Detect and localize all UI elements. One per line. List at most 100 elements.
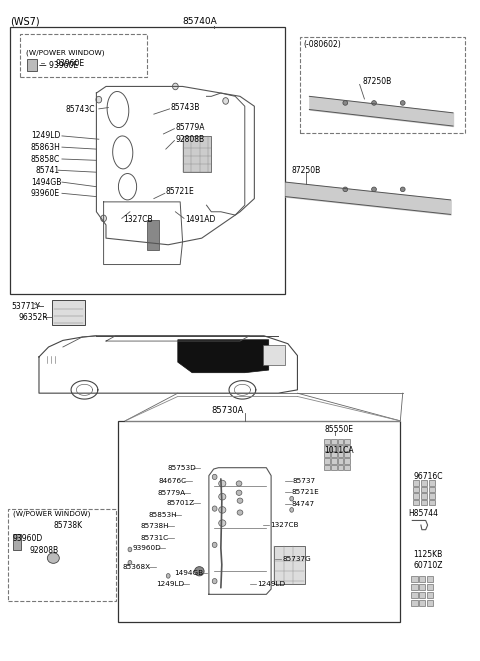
Text: 85738K: 85738K <box>53 521 83 529</box>
Bar <box>27 59 36 71</box>
Bar <box>429 500 435 505</box>
Text: 96352R: 96352R <box>19 313 48 322</box>
Ellipse shape <box>400 187 405 192</box>
Ellipse shape <box>212 475 217 480</box>
Text: 93960D: 93960D <box>132 545 161 551</box>
Text: 1491AD: 1491AD <box>185 215 216 224</box>
Bar <box>331 446 336 451</box>
Bar <box>331 452 336 457</box>
Ellipse shape <box>237 510 243 515</box>
Text: (-080602): (-080602) <box>304 40 341 50</box>
Ellipse shape <box>219 520 226 526</box>
Ellipse shape <box>219 506 226 513</box>
Ellipse shape <box>372 187 376 192</box>
Bar <box>331 465 336 471</box>
Text: 85779A: 85779A <box>175 123 205 132</box>
Text: 93960D: 93960D <box>12 534 43 543</box>
Ellipse shape <box>212 542 217 547</box>
Text: 85779A: 85779A <box>157 490 185 496</box>
Text: 85753D: 85753D <box>167 465 196 471</box>
Bar <box>421 487 427 492</box>
Text: 87250B: 87250B <box>292 166 321 175</box>
Ellipse shape <box>223 98 228 104</box>
Bar <box>337 446 343 451</box>
Ellipse shape <box>96 97 102 103</box>
Bar <box>413 481 420 486</box>
Text: 85741: 85741 <box>35 166 59 175</box>
Bar <box>421 481 427 486</box>
Text: 60710Z: 60710Z <box>413 561 443 570</box>
Text: 85721E: 85721E <box>292 489 320 495</box>
Bar <box>411 584 418 590</box>
Text: 85738H: 85738H <box>141 524 169 529</box>
Ellipse shape <box>343 187 348 192</box>
Text: 85743C: 85743C <box>65 105 95 114</box>
Text: 85737: 85737 <box>293 478 316 484</box>
Ellipse shape <box>237 498 243 503</box>
Bar <box>20 34 147 77</box>
Text: (W/POWER WINDOW): (W/POWER WINDOW) <box>25 50 104 56</box>
Text: (WS7): (WS7) <box>10 17 40 27</box>
Bar <box>421 500 427 505</box>
Ellipse shape <box>343 100 348 105</box>
Bar <box>52 300 85 325</box>
Text: 96716C: 96716C <box>413 473 443 481</box>
Bar <box>427 600 433 606</box>
Bar <box>427 592 433 598</box>
Ellipse shape <box>101 215 107 221</box>
Ellipse shape <box>400 100 405 105</box>
Bar <box>429 481 435 486</box>
Bar <box>118 421 400 622</box>
Text: (W/POWER WINDOW): (W/POWER WINDOW) <box>12 510 90 517</box>
Bar <box>324 439 330 444</box>
Polygon shape <box>178 340 269 373</box>
Text: 1494GB: 1494GB <box>31 178 61 186</box>
Bar <box>331 459 336 464</box>
Bar <box>419 576 425 582</box>
Bar <box>8 508 116 601</box>
Ellipse shape <box>172 83 178 90</box>
Text: 87250B: 87250B <box>362 77 391 87</box>
Bar <box>344 452 350 457</box>
Bar <box>337 452 343 457</box>
Bar <box>427 584 433 590</box>
Text: 84676C: 84676C <box>158 478 187 484</box>
Bar <box>413 493 420 498</box>
Ellipse shape <box>219 493 226 500</box>
Bar <box>429 487 435 492</box>
Ellipse shape <box>212 506 217 511</box>
Ellipse shape <box>48 553 60 563</box>
Bar <box>344 446 350 451</box>
Bar <box>344 465 350 471</box>
Ellipse shape <box>290 508 294 512</box>
Ellipse shape <box>236 481 242 486</box>
Text: 85863H: 85863H <box>31 143 61 151</box>
Text: 85853H: 85853H <box>148 512 177 518</box>
Text: 53771Y: 53771Y <box>11 301 40 311</box>
Text: 1327CB: 1327CB <box>123 215 152 224</box>
Bar <box>413 487 420 492</box>
Text: 85858C: 85858C <box>31 155 60 163</box>
Bar <box>324 465 330 471</box>
Text: 1249LD: 1249LD <box>257 582 285 588</box>
Text: 92808B: 92808B <box>29 545 59 555</box>
Text: 1125KB: 1125KB <box>413 550 443 559</box>
Text: 93960E: 93960E <box>31 189 60 198</box>
Text: 85701Z: 85701Z <box>167 500 195 506</box>
Text: 1249LD: 1249LD <box>156 582 184 588</box>
Bar <box>331 439 336 444</box>
Bar <box>10 27 286 294</box>
Text: 85550E: 85550E <box>324 425 353 434</box>
Text: 1249LD: 1249LD <box>31 132 60 140</box>
Text: H85744: H85744 <box>408 510 438 518</box>
Bar <box>413 500 420 505</box>
Text: 1494GB: 1494GB <box>174 570 203 576</box>
Bar <box>324 452 330 457</box>
Ellipse shape <box>128 561 132 565</box>
Bar <box>274 546 305 584</box>
Bar <box>12 533 21 550</box>
Text: 92808B: 92808B <box>175 135 204 143</box>
Text: 84747: 84747 <box>292 501 315 507</box>
Bar <box>337 465 343 471</box>
Bar <box>337 459 343 464</box>
